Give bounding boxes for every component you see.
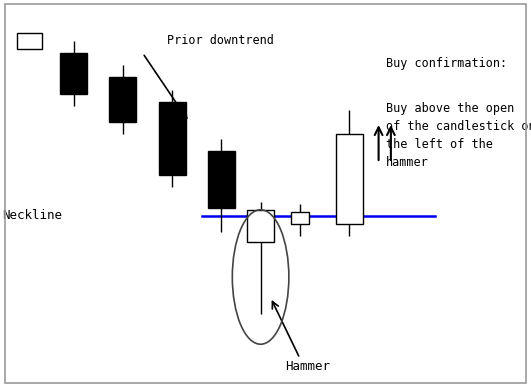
Bar [159, 102, 186, 175]
Bar [292, 212, 309, 224]
Bar [336, 134, 363, 224]
Bar [60, 53, 87, 94]
Bar [109, 77, 136, 122]
Bar [247, 210, 274, 242]
Text: Neckline: Neckline [3, 209, 63, 223]
Bar [208, 151, 235, 208]
Bar [17, 33, 42, 49]
Text: Buy confirmation:: Buy confirmation: [386, 57, 507, 70]
Text: Buy above the open
of the candlestick on
the left of the
hammer: Buy above the open of the candlestick on… [386, 102, 531, 169]
Text: Hammer: Hammer [285, 360, 330, 373]
Text: Prior downtrend: Prior downtrend [167, 34, 274, 47]
